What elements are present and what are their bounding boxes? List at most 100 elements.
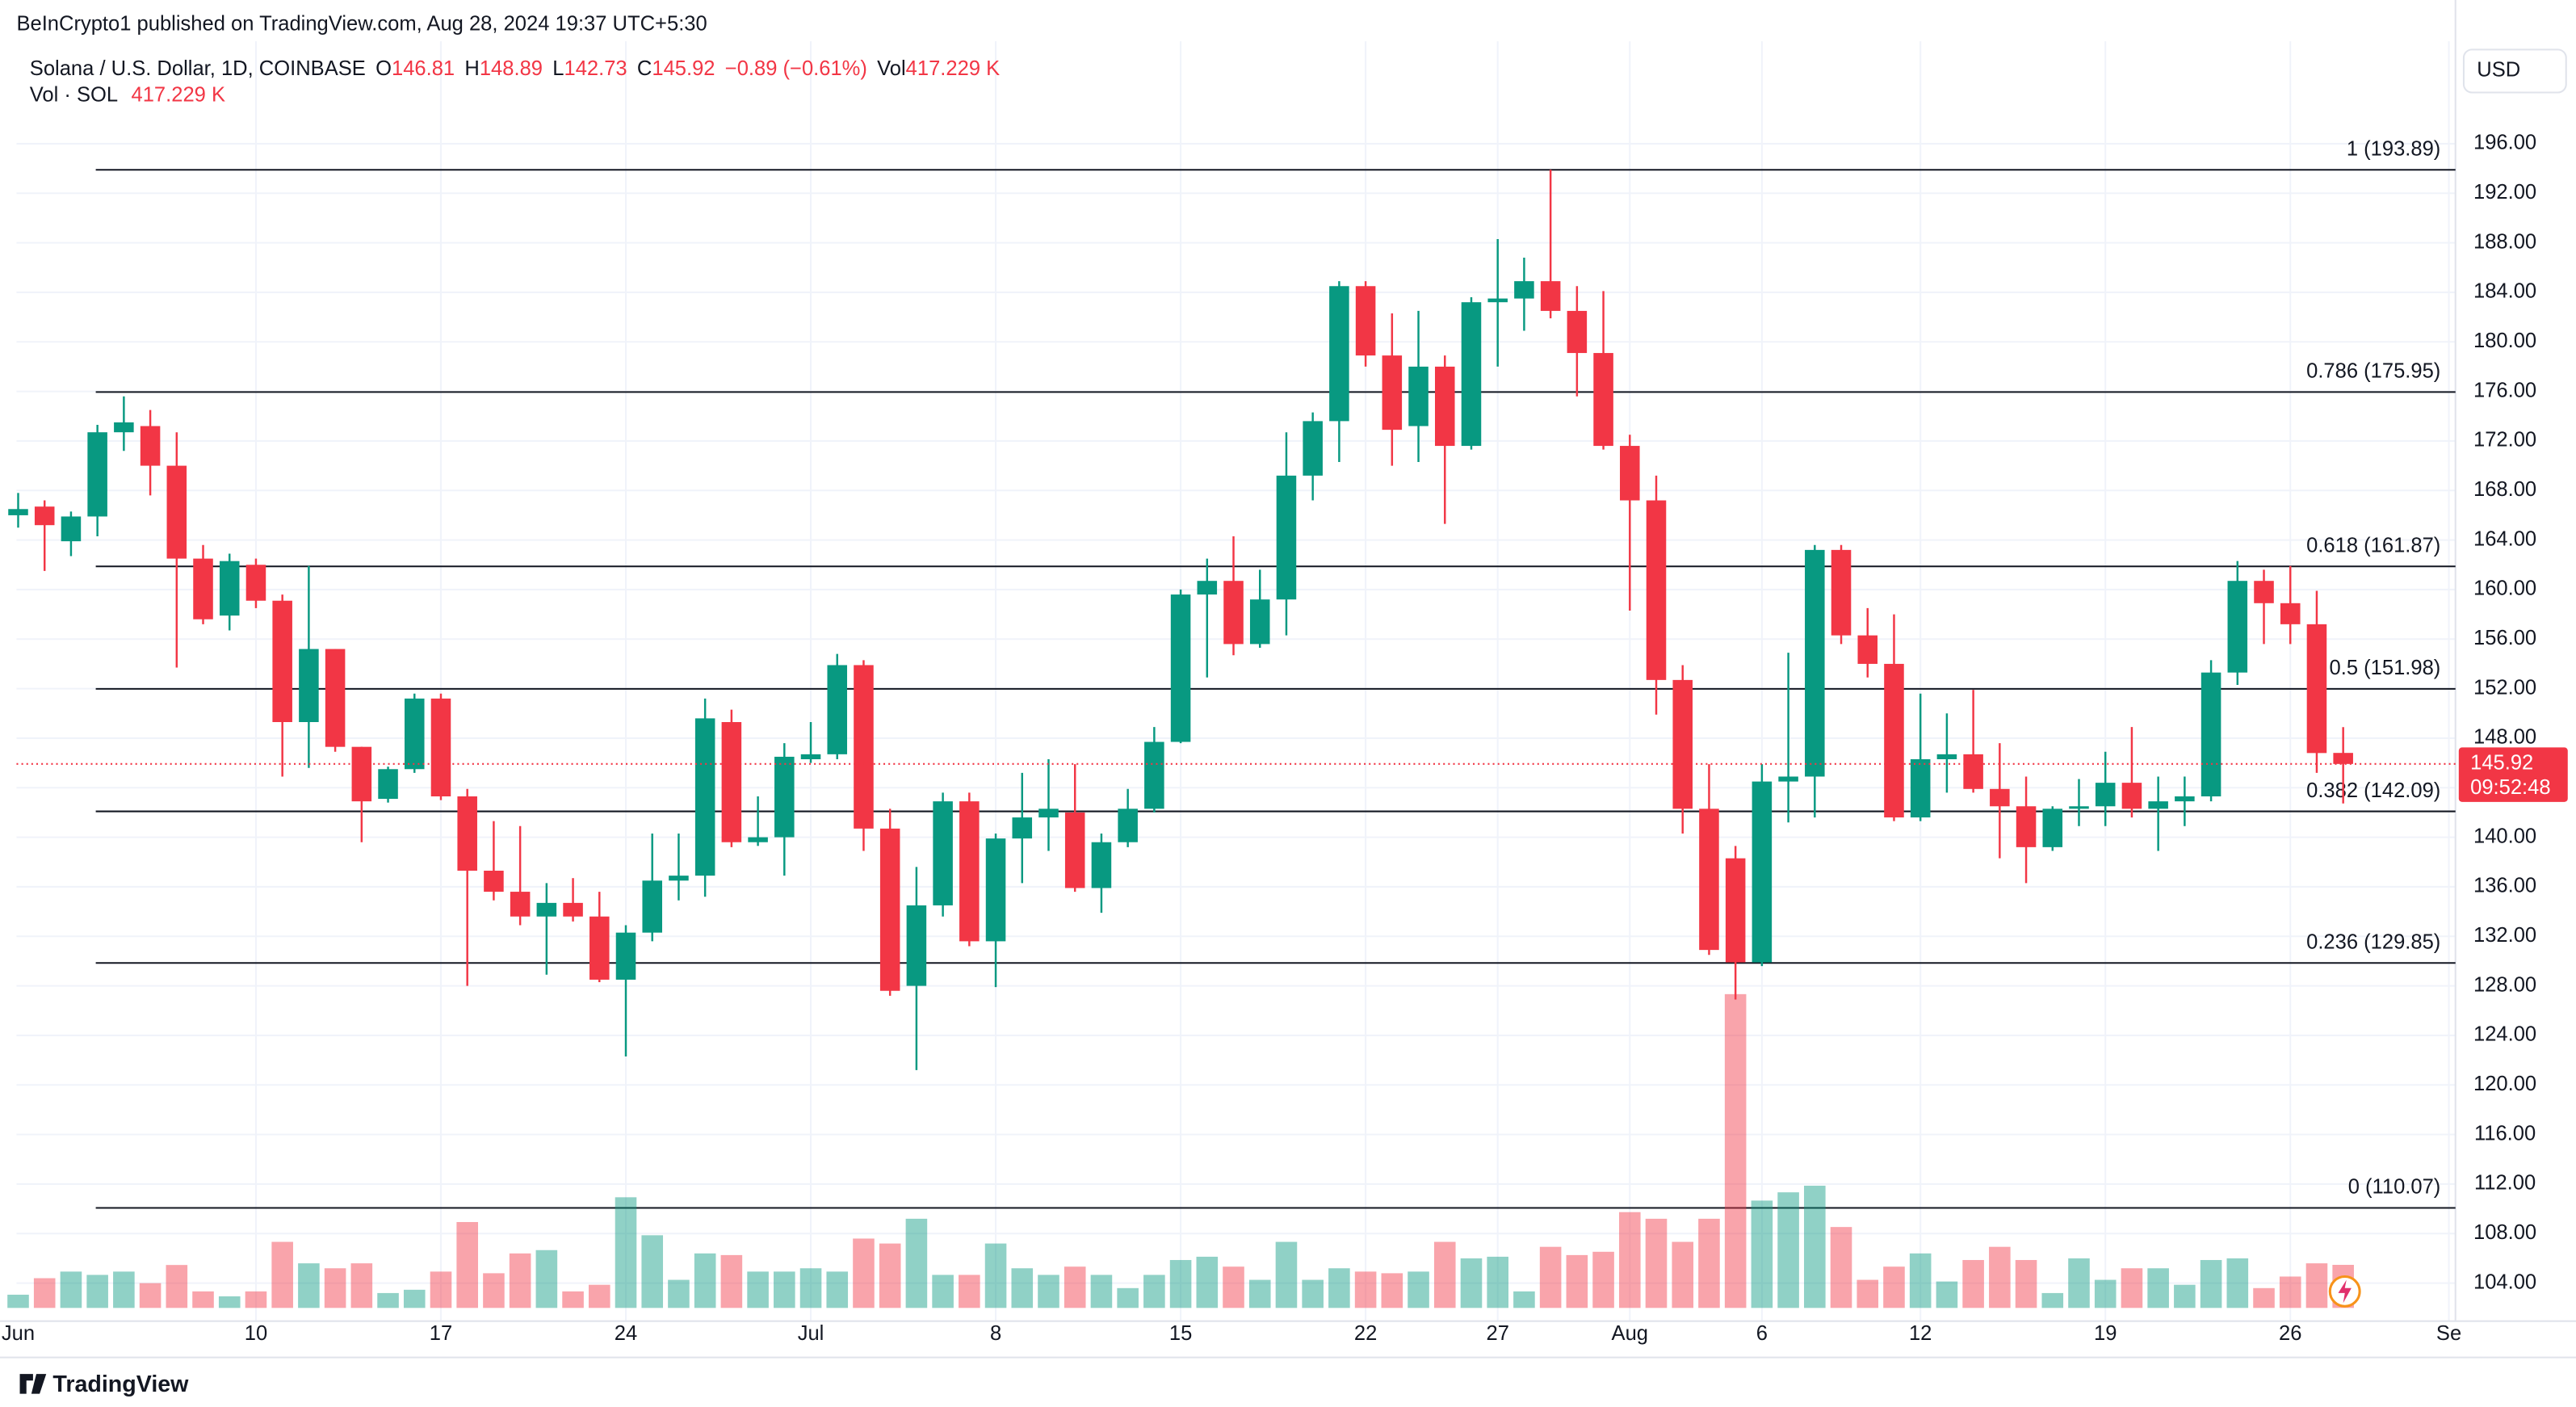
y-tick-label: 124.00 bbox=[2473, 1023, 2536, 1046]
y-tick-label: 136.00 bbox=[2473, 875, 2536, 897]
x-tick-label: Aug bbox=[1612, 1322, 1648, 1345]
x-tick-label: 27 bbox=[1486, 1322, 1508, 1345]
candle-body bbox=[1990, 788, 2010, 807]
candle-body bbox=[1487, 298, 1508, 303]
x-tick-label: 6 bbox=[1756, 1322, 1768, 1345]
volume-bar bbox=[60, 1271, 82, 1308]
x-tick-label: 19 bbox=[2094, 1322, 2117, 1345]
close-label: C bbox=[637, 57, 652, 80]
volume-legend: Vol · SOL 417.229 K bbox=[30, 83, 225, 106]
y-tick-label: 192.00 bbox=[2473, 181, 2536, 204]
candle-body bbox=[959, 801, 980, 942]
volume-bar bbox=[1566, 1254, 1588, 1308]
candle-body bbox=[166, 465, 187, 559]
alert-icon[interactable] bbox=[2328, 1275, 2361, 1308]
candle-body bbox=[1593, 353, 1613, 447]
candle-body bbox=[1699, 808, 1719, 951]
candle-body bbox=[536, 902, 557, 917]
y-tick-label: 160.00 bbox=[2473, 578, 2536, 600]
candle-body bbox=[906, 905, 927, 986]
volume-bar bbox=[86, 1275, 108, 1308]
volume-bar bbox=[2121, 1268, 2143, 1308]
volume-bar bbox=[668, 1279, 690, 1308]
low-value: 142.73 bbox=[564, 57, 627, 80]
candle-body bbox=[1540, 281, 1561, 311]
high-label: H bbox=[464, 57, 479, 80]
candle-body bbox=[721, 721, 742, 842]
volume-bar bbox=[1169, 1260, 1192, 1308]
currency-label[interactable]: USD bbox=[2477, 59, 2520, 82]
volume-bar bbox=[7, 1294, 29, 1308]
countdown-label: 09:52:48 bbox=[2470, 776, 2550, 799]
candle-body bbox=[748, 837, 768, 842]
candle-body bbox=[2306, 624, 2327, 754]
y-tick-label: 156.00 bbox=[2473, 627, 2536, 649]
last-price-badge bbox=[2458, 747, 2568, 802]
vol-row-label: Vol · SOL bbox=[30, 83, 118, 106]
candle-body bbox=[140, 426, 161, 466]
volume-bar bbox=[1354, 1271, 1377, 1308]
x-tick-label: 15 bbox=[1169, 1322, 1192, 1345]
vol-value: 417.229 K bbox=[906, 57, 1000, 80]
candle-body bbox=[669, 876, 689, 881]
fib-level-label: 0 (110.07) bbox=[2348, 1176, 2441, 1199]
candle-body bbox=[563, 902, 583, 917]
candle-body bbox=[589, 916, 610, 980]
volume-bar bbox=[1223, 1266, 1244, 1308]
volume-bar bbox=[192, 1291, 214, 1308]
alert-bolt[interactable] bbox=[2338, 1279, 2352, 1304]
volume-bar bbox=[218, 1296, 241, 1308]
candle-body bbox=[245, 565, 266, 601]
volume-bar bbox=[1989, 1246, 2011, 1308]
y-tick-label: 180.00 bbox=[2473, 330, 2536, 352]
volume-bar bbox=[1645, 1218, 1668, 1308]
volume-bar bbox=[1698, 1218, 1720, 1308]
fib-level-label: 0.236 (129.85) bbox=[2306, 930, 2440, 953]
volume-bar bbox=[1724, 993, 1747, 1308]
volume-bar bbox=[2015, 1260, 2037, 1308]
volume-bar bbox=[720, 1254, 743, 1308]
volume-bar bbox=[350, 1263, 373, 1308]
volume-bar bbox=[694, 1253, 716, 1308]
open-value: 146.81 bbox=[392, 57, 455, 80]
volume-bar bbox=[1592, 1251, 1614, 1308]
volume-bar bbox=[562, 1291, 584, 1308]
candle-body bbox=[933, 801, 953, 905]
candle-body bbox=[1620, 446, 1640, 501]
x-tick-label: Jun bbox=[2, 1322, 35, 1345]
currency-button[interactable] bbox=[2462, 48, 2567, 94]
candle-body bbox=[1355, 286, 1376, 356]
x-tick-label: 12 bbox=[1909, 1322, 1932, 1345]
volume-bar bbox=[1672, 1241, 1694, 1308]
candle-body bbox=[272, 600, 292, 722]
fib-level-label: 0.786 (175.95) bbox=[2306, 360, 2440, 383]
volume-bar bbox=[932, 1275, 954, 1308]
x-tick-label: 22 bbox=[1354, 1322, 1377, 1345]
volume-bar bbox=[1433, 1241, 1456, 1308]
y-tick-label: 108.00 bbox=[2473, 1221, 2536, 1244]
volume-bar bbox=[2094, 1279, 2117, 1308]
candle-body bbox=[2227, 581, 2248, 673]
chart-layer: 104.00 108.00 112.00 116.00 120.00 124.00 128.… bbox=[0, 0, 2576, 1359]
candle-body bbox=[615, 932, 636, 980]
candle-body bbox=[1752, 781, 1773, 963]
candle-body bbox=[510, 892, 531, 917]
candle-body bbox=[1091, 842, 1112, 888]
volume-bar bbox=[1408, 1271, 1429, 1308]
volume-bar bbox=[456, 1222, 478, 1308]
volume-bar bbox=[2147, 1268, 2169, 1308]
candle-body bbox=[1672, 679, 1693, 809]
volume-bar bbox=[1751, 1200, 1773, 1308]
high-value: 148.89 bbox=[480, 57, 543, 80]
candle-body bbox=[1434, 366, 1455, 447]
volume-bar bbox=[1381, 1273, 1403, 1308]
candle-body bbox=[1778, 776, 1798, 782]
fib-level-label: 0.5 (151.98) bbox=[2330, 657, 2441, 679]
x-tick-label: 24 bbox=[615, 1322, 637, 1345]
candle-body bbox=[827, 665, 848, 754]
vol-row-value: 417.229 K bbox=[132, 83, 225, 106]
candle-body bbox=[1303, 421, 1323, 476]
candle-body bbox=[1646, 500, 1667, 680]
candle-body bbox=[694, 718, 715, 876]
